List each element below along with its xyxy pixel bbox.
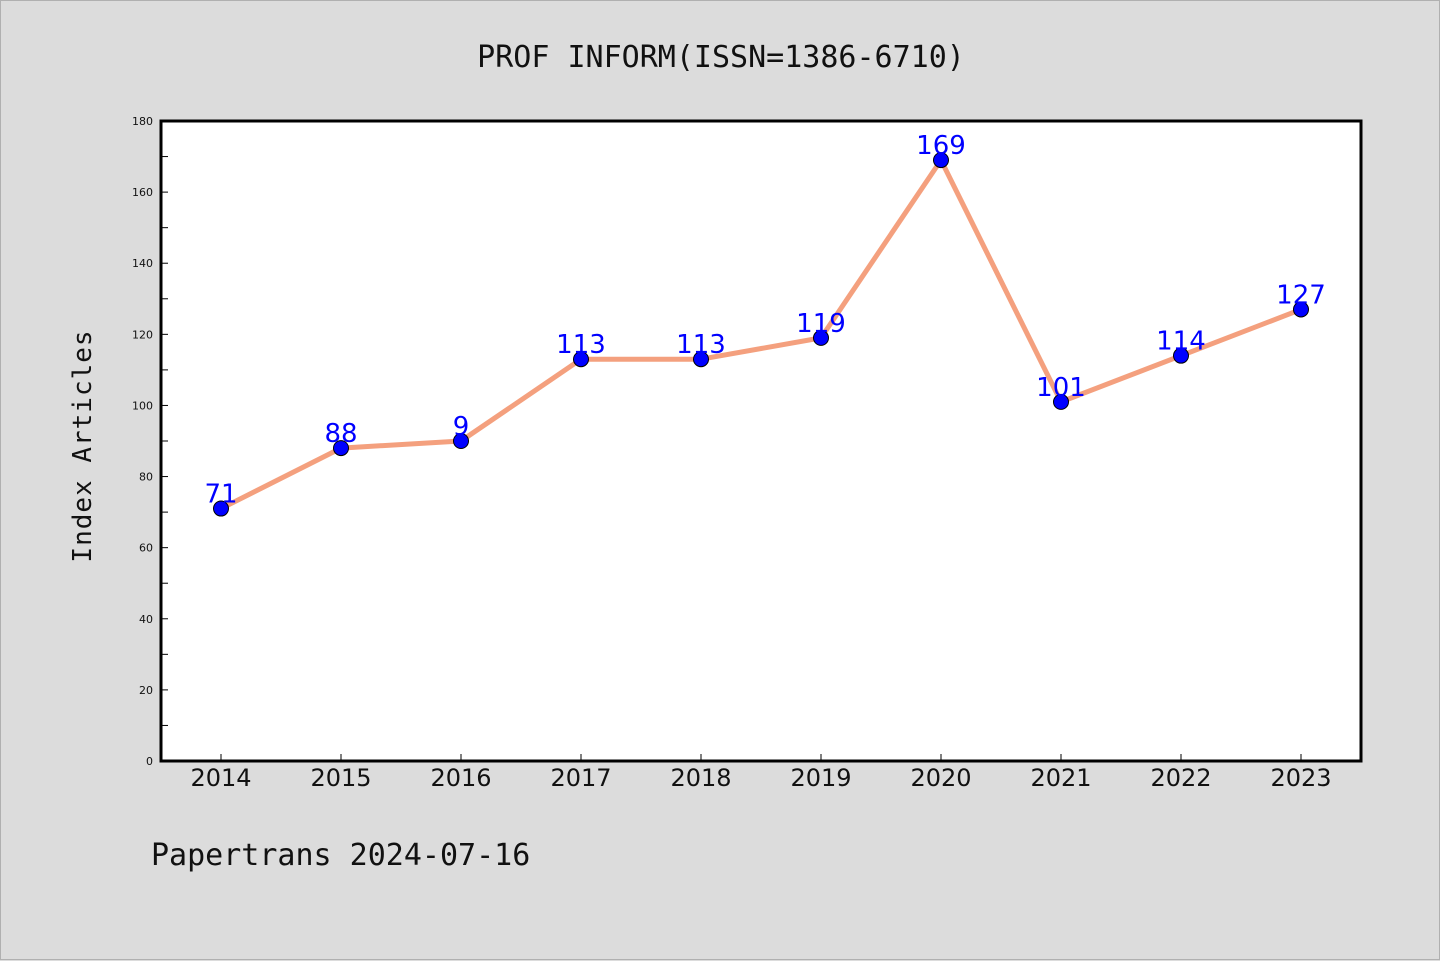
data-label: 101 (1036, 373, 1086, 403)
series-line (219, 157, 1302, 511)
data-point (453, 433, 469, 449)
x-tick-label: 2021 (1030, 764, 1091, 792)
x-tick-label: 2020 (910, 764, 971, 792)
x-tick-label: 2014 (190, 764, 251, 792)
plot-border (159, 119, 1363, 763)
data-label: 127 (1276, 280, 1326, 310)
x-tick-label: 2019 (790, 764, 851, 792)
data-label: 119 (796, 309, 846, 339)
y-tick-label: 180 (132, 115, 153, 128)
data-point (1173, 347, 1189, 364)
data-label: 169 (916, 131, 966, 161)
x-tick-label: 2017 (550, 764, 611, 792)
data-label: 114 (1156, 327, 1206, 357)
y-tick-label: 120 (132, 328, 153, 341)
data-point (693, 351, 709, 368)
footer-text: Papertrans 2024-07-16 (151, 838, 530, 873)
y-tick-label: 140 (132, 257, 153, 270)
y-tick-label: 60 (139, 542, 153, 555)
data-label: 113 (676, 330, 726, 360)
y-axis-label: Index Articles (68, 329, 98, 562)
x-tick-label: 2022 (1150, 764, 1211, 792)
y-tick-label: 100 (132, 399, 153, 412)
data-label: 71 (204, 480, 237, 510)
data-point (933, 152, 949, 169)
data-point (213, 500, 229, 517)
data-point (333, 440, 349, 457)
data-point (813, 329, 829, 346)
chart-title: PROF INFORM(ISSN=1386-6710) (477, 40, 965, 75)
series-markers (213, 152, 1309, 517)
data-point (1293, 301, 1309, 318)
x-axis: 2014 2015 2016 2017 2018 2019 2020 2021 2022 2023 (190, 754, 1332, 792)
y-tick-label: 80 (139, 471, 153, 484)
y-tick-label: 0 (146, 755, 153, 768)
series-line-path (219, 157, 1302, 511)
data-point (573, 351, 589, 368)
y-tick-label: 20 (139, 684, 153, 697)
data-labels: 71 88 9 113 113 119 169 101 114 127 (204, 131, 1325, 509)
y-tick-label: 160 (132, 186, 153, 199)
data-label: 113 (556, 330, 606, 360)
x-tick-label: 2023 (1270, 764, 1331, 792)
x-tick-label: 2018 (670, 764, 731, 792)
x-tick-label: 2015 (310, 764, 371, 792)
data-label: 88 (324, 419, 357, 449)
x-tick-label: 2016 (430, 764, 491, 792)
plot-area (161, 121, 1361, 761)
data-point (1053, 393, 1069, 410)
data-label: 9 (453, 412, 470, 442)
y-tick-label: 40 (139, 613, 153, 626)
